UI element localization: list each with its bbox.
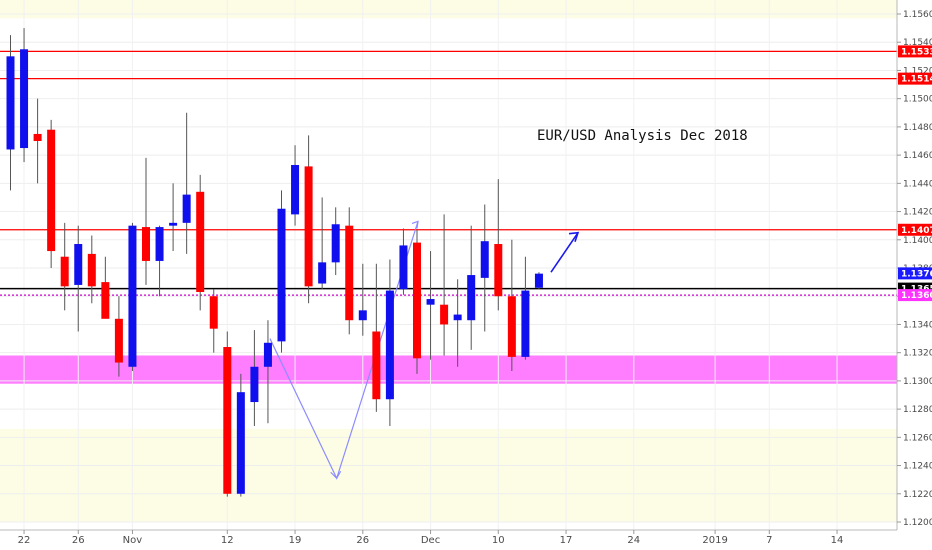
candle-body (291, 164, 300, 215)
level-price-tag (898, 45, 932, 58)
candle-body (101, 282, 110, 319)
candle-body (413, 242, 421, 359)
candle-body (453, 314, 462, 321)
level-price-tag (898, 289, 932, 302)
price-tick-label: 1.14600 (903, 151, 932, 161)
zone-0 (0, 355, 897, 384)
candle-body (494, 244, 503, 297)
time-tick-label: 26 (72, 535, 85, 546)
zone-2 (0, 0, 897, 19)
price-tick-label: 1.15400 (903, 38, 932, 48)
candle-body (318, 262, 327, 284)
price-tick-label: 1.13000 (903, 377, 932, 387)
price-tick-label: 1.13200 (903, 349, 932, 359)
level-price-label: 1.13608 (901, 291, 932, 301)
price-tick-label: 1.12000 (903, 518, 932, 528)
candle-body (304, 166, 313, 287)
level-price-label: 1.15142 (901, 75, 932, 85)
price-tick-label: 1.15000 (903, 95, 932, 105)
candle-body (182, 194, 191, 223)
price-tick-label: 1.14800 (903, 123, 932, 133)
candle-body (33, 133, 42, 141)
chart-title: EUR/USD Analysis Dec 2018 (537, 128, 748, 144)
price-tick-label: 1.12400 (903, 462, 932, 472)
candle-body (87, 253, 96, 287)
candle-body (223, 347, 232, 494)
projection-arrow (550, 232, 579, 273)
candle-body (236, 392, 245, 494)
price-tick-label: 1.12800 (903, 405, 932, 415)
time-tick-label: Dec (421, 535, 440, 546)
level-price-tag (898, 223, 932, 236)
candle-body (399, 245, 408, 290)
zone-1 (0, 428, 897, 522)
price-tick-label: 1.14200 (903, 208, 932, 218)
candle-body (521, 290, 530, 357)
candle-body (74, 244, 83, 285)
time-tick-label: 2019 (702, 535, 727, 546)
time-tick-label: 26 (356, 535, 369, 546)
time-tick-label: 14 (831, 535, 844, 546)
candle-body (250, 366, 259, 403)
candle-body (20, 49, 29, 149)
price-tick-label: 1.12600 (903, 433, 932, 443)
level-price-tag (898, 72, 932, 85)
time-axis[interactable]: 22 26 Nov 12 19 26 Dec 10 17 24 2019 7 14 (0, 529, 897, 546)
zigzag-arrowhead-mid (330, 470, 342, 480)
candle-body (345, 225, 354, 321)
price-tick-label: 1.13400 (903, 320, 932, 330)
time-tick-label: 12 (221, 535, 234, 546)
candle-body (426, 299, 435, 305)
candles (6, 28, 543, 497)
time-tick-label: 10 (492, 535, 505, 546)
candle-body (440, 304, 449, 325)
time-tick-label: 19 (289, 535, 302, 546)
candle-body (277, 208, 286, 342)
candle-body (480, 241, 489, 278)
candle-body (169, 222, 178, 226)
time-tick-label: 17 (560, 535, 573, 546)
candle-body (6, 56, 15, 150)
grid (0, 0, 897, 530)
candle-body (331, 224, 340, 263)
candle-body (196, 191, 205, 292)
time-tick-label: Nov (123, 535, 143, 546)
candle-body (128, 225, 137, 367)
last-price-tag (898, 267, 932, 280)
candle-body (155, 227, 164, 261)
candle-body (372, 331, 381, 400)
projection-arrowhead (568, 231, 580, 242)
level-price-label: 1.15335 (901, 47, 932, 57)
zigzag-arrowhead-end (411, 220, 419, 229)
level-price-label: 1.14071 (901, 226, 932, 236)
price-axis[interactable]: 1.15600 1.15400 1.15200 1.15000 1.14800 1.146… (896, 0, 932, 530)
price-tick-label: 1.15600 (903, 10, 932, 20)
candle-body (358, 310, 367, 321)
candle-body (142, 227, 150, 261)
candle-body (60, 256, 69, 287)
candle-body (47, 129, 56, 252)
time-tick-label: 7 (766, 535, 772, 546)
price-tick-label: 1.14400 (903, 179, 932, 189)
candle-body (385, 290, 394, 400)
price-tick-label: 1.15200 (903, 66, 932, 76)
time-tick-label: 22 (18, 535, 31, 546)
candle-body (263, 342, 272, 367)
price-tick-label: 1.12200 (903, 490, 932, 500)
price-tick-label: 1.14000 (903, 236, 932, 246)
candle-body (209, 296, 218, 329)
time-tick-label: 24 (627, 535, 640, 546)
candle-body (467, 275, 476, 321)
candle-body (507, 296, 516, 357)
candle-body (114, 318, 123, 363)
last-price-label: 1.13762 (901, 269, 932, 279)
candle-body (534, 273, 543, 288)
